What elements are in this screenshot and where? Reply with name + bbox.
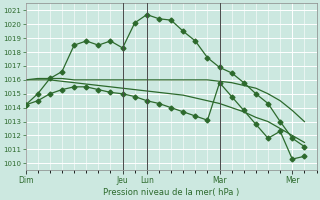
X-axis label: Pression niveau de la mer( hPa ): Pression niveau de la mer( hPa ): [103, 188, 239, 197]
